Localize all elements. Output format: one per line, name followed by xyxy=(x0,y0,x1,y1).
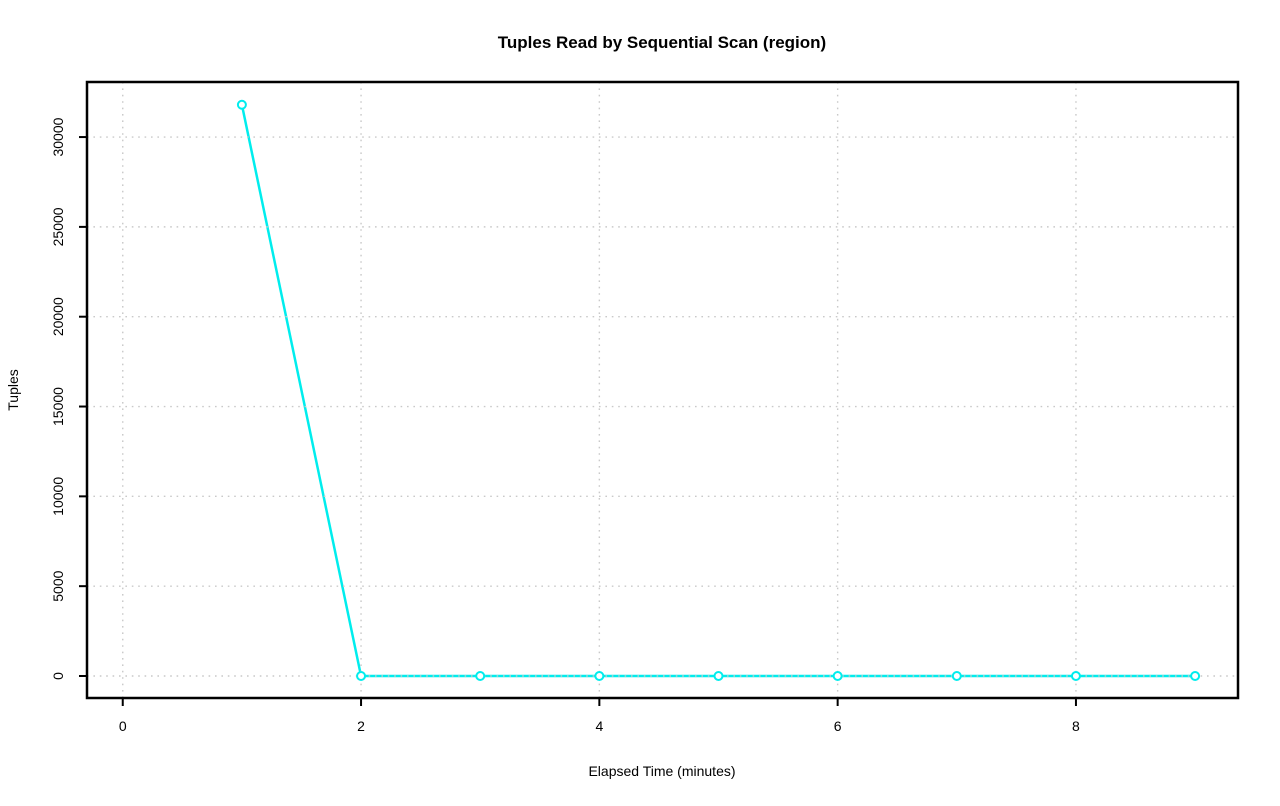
y-axis-label: Tuples xyxy=(5,369,21,411)
x-axis-ticks xyxy=(121,698,1077,706)
data-point xyxy=(951,670,962,681)
y-tick-label: 25000 xyxy=(50,207,66,246)
y-tick-label: 15000 xyxy=(50,387,66,426)
data-point xyxy=(356,670,367,681)
x-tick-label: 2 xyxy=(357,718,365,734)
y-tick-label: 0 xyxy=(50,672,66,680)
data-point xyxy=(594,670,605,681)
data-point xyxy=(1070,670,1081,681)
x-tick-label: 8 xyxy=(1072,718,1080,734)
x-axis-tick-labels: 0 2 4 6 8 xyxy=(119,718,1080,734)
y-axis-ticks xyxy=(79,136,87,677)
data-point xyxy=(475,670,486,681)
y-tick-label: 30000 xyxy=(50,117,66,156)
y-tick-label: 20000 xyxy=(50,297,66,336)
y-axis-tick-labels: 0 5000 10000 15000 20000 25000 30000 xyxy=(50,117,66,680)
chart-title: Tuples Read by Sequential Scan (region) xyxy=(498,33,826,52)
data-point xyxy=(1190,670,1201,681)
vertical-gridlines xyxy=(122,82,1077,698)
x-tick-label: 6 xyxy=(834,718,842,734)
x-tick-label: 0 xyxy=(119,718,127,734)
data-point-markers xyxy=(236,99,1201,681)
y-tick-label: 10000 xyxy=(50,477,66,516)
x-axis-label: Elapsed Time (minutes) xyxy=(588,763,735,779)
data-point xyxy=(236,99,247,110)
y-tick-label: 5000 xyxy=(50,570,66,601)
x-tick-label: 4 xyxy=(595,718,603,734)
data-point xyxy=(832,670,843,681)
plot-box xyxy=(85,80,1240,700)
data-point xyxy=(713,670,724,681)
